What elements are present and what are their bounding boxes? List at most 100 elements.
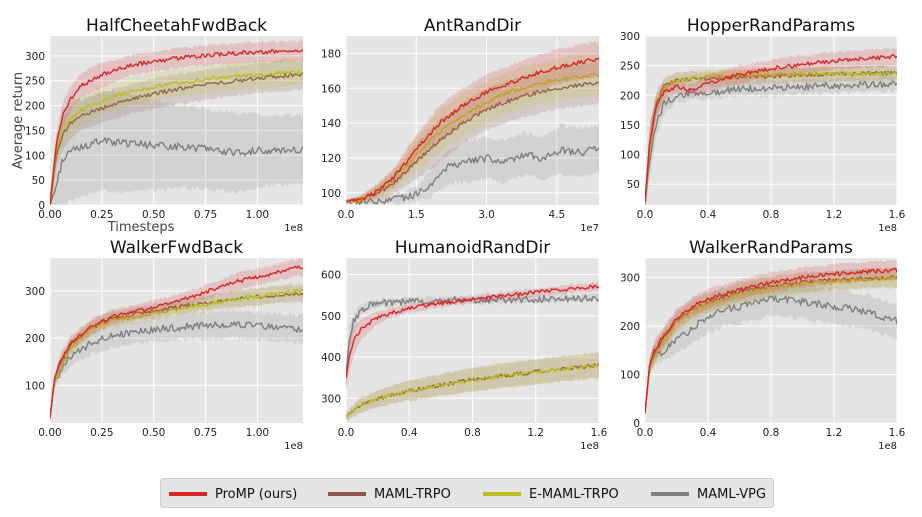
plot-area [645,46,897,205]
y-tick-label: 100 [25,380,45,392]
x-tick-label: 1.2 [826,209,843,221]
x-tick-label: 0.0 [338,427,355,439]
legend-label: MAML-VPG [697,486,767,502]
x-tick-label: 3.0 [478,209,495,221]
y-tick-label: 100 [620,369,640,381]
y-tick-label: 0 [38,200,45,212]
x-tick-label: 0.50 [142,427,165,439]
series-line-e-maml-trpo [50,288,303,419]
band-maml-vpg [645,279,897,420]
y-axis-label: Average return [11,72,26,169]
series-line-e-maml-trpo [645,276,897,414]
x-tick-label: 1.6 [889,209,906,221]
series-line-e-maml-trpo [346,72,599,203]
plot-area [50,258,303,422]
chart-title: HalfCheetahFwdBack [86,16,267,36]
y-tick-label: 160 [321,83,341,95]
y-tick-label: 300 [620,272,640,284]
legend-label: E-MAML-TRPO [529,486,619,502]
plot-area [50,39,303,205]
series-line-promp-ours [50,265,303,419]
chart-title: HumanoidRandDir [395,238,550,258]
chart-panel-humanoidranddir: HumanoidRandDir 300 400 500 600 0.0 0.4 0.8 1.2 1… [321,238,608,452]
x-exponent-label: 1e8 [284,441,303,452]
y-tick-label: 400 [321,352,341,364]
y-tick-label: 100 [321,188,341,200]
y-tick-label: 140 [321,118,341,130]
x-exponent-label: 1e8 [878,223,897,234]
band-e-maml-trpo [50,57,303,205]
x-axis-label: Timesteps [107,220,175,235]
chart-panel-halfcheetahfwdback: HalfCheetahFwdBack 0 50 100 150 200 250 300 0.00… [11,16,303,235]
x-tick-label: 1.6 [591,427,608,439]
series-line-maml-vpg [50,321,303,419]
chart-panel-walkerrandparams: WalkerRandParams 0 100 200 300 0.0 0.4 0.8 1.2 1.… [620,238,906,452]
y-tick-label: 50 [627,179,640,191]
y-tick-label: 300 [25,286,45,298]
legend-swatch-maml-trpo [328,492,366,496]
x-tick-label: 0.4 [700,209,717,221]
series-line-maml-trpo [50,72,303,205]
legend: ProMP (ours) MAML-TRPO E-MAML-TRPO MAML-… [160,478,774,508]
series-line-maml-vpg [346,294,599,378]
y-tick-label: 200 [25,333,45,345]
series-line-maml-trpo [346,81,599,203]
x-exponent-label: 1e8 [878,441,897,452]
x-tick-label: 1.2 [826,427,843,439]
plot-area [346,39,599,205]
chart-title: AntRandDir [424,16,521,36]
series-line-maml-vpg [50,137,303,205]
band-maml-vpg [645,74,897,205]
series-line-maml-vpg [645,295,897,414]
series-line-promp-ours [645,267,897,414]
chart-panel-antranddir: AntRandDir 100 120 140 160 180 0.0 1.5 3.0 4.5 1e7 [321,16,599,234]
x-tick-label: 1.00 [246,209,269,221]
band-e-maml-trpo [645,65,897,205]
chart-panel-hopperrandparams: HopperRandParams 50 100 150 200 250 300 0.0 0.4 0… [620,16,906,234]
band-e-maml-trpo [346,52,599,205]
x-tick-label: 0.75 [194,427,217,439]
y-tick-label: 300 [321,393,341,405]
x-tick-label: 4.5 [548,209,565,221]
band-promp-ours [346,39,599,205]
x-tick-label: 1.2 [527,427,544,439]
legend-swatch-promp [169,492,207,496]
x-tick-label: 1.00 [246,427,269,439]
x-tick-label: 1.6 [889,427,906,439]
y-tick-label: 100 [25,150,45,162]
legend-item-promp: ProMP (ours) [169,485,297,503]
band-e-maml-trpo [645,267,897,419]
x-tick-label: 0.8 [464,427,481,439]
figure: HalfCheetahFwdBack0501001502002503000.00… [11,16,906,452]
x-tick-label: 0.4 [700,427,717,439]
series-line-maml-vpg [645,80,897,203]
x-tick-label: 0.0 [637,427,654,439]
series-line-e-maml-trpo [645,71,897,203]
x-tick-label: 0.8 [763,427,780,439]
y-tick-label: 50 [32,175,45,187]
plot-background [50,258,303,423]
legend-label: MAML-TRPO [374,486,451,502]
chart-title: WalkerFwdBack [110,238,243,258]
band-promp-ours [50,39,303,205]
legend-item-maml-trpo: MAML-TRPO [328,485,451,503]
plot-background [50,36,303,205]
y-tick-label: 200 [25,101,45,113]
band-maml-trpo [645,64,897,205]
series-line-e-maml-trpo [346,363,599,418]
x-tick-label: 0.00 [38,209,61,221]
x-tick-label: 0.0 [637,209,654,221]
legend-swatch-maml-vpg [651,492,689,496]
series-line-promp-ours [50,48,303,205]
y-tick-label: 100 [620,150,640,162]
legend-item-maml-vpg: MAML-VPG [651,485,766,503]
y-tick-label: 250 [25,76,45,88]
plot-area [645,259,897,420]
band-maml-trpo [346,352,599,421]
x-exponent-label: 1e7 [580,223,599,234]
band-promp-ours [645,46,897,205]
x-tick-label: 0.25 [90,427,113,439]
series-line-e-maml-trpo [50,69,303,205]
band-e-maml-trpo [50,282,303,421]
series-line-promp-ours [346,284,599,378]
